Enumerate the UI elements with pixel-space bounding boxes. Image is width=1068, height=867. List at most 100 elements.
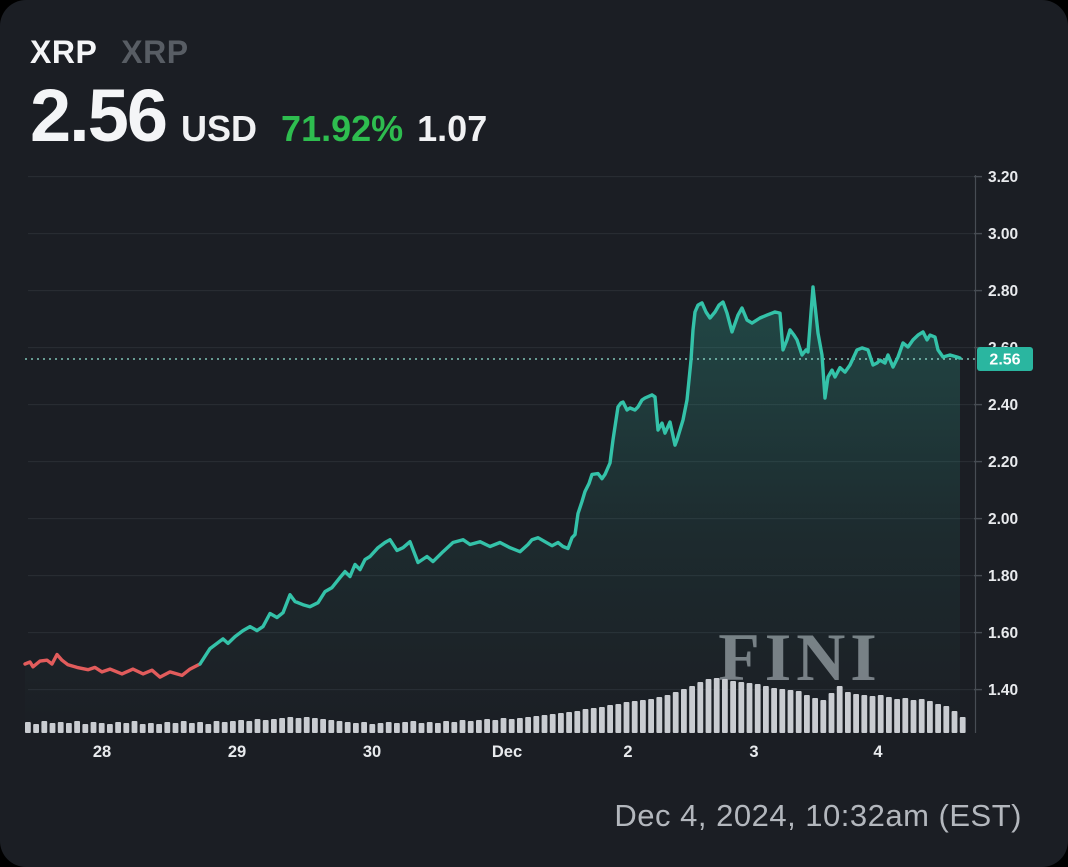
- volume-bar: [828, 693, 835, 733]
- x-axis-labels: 28 29 30 Dec 2 3 4: [93, 743, 884, 761]
- volume-bar: [787, 690, 794, 733]
- volume-bar: [664, 695, 671, 733]
- volume-bar: [910, 700, 917, 733]
- volume-bar: [287, 717, 294, 733]
- volume-bar: [517, 718, 523, 733]
- volume-bar: [107, 724, 113, 733]
- price-line-price_downtrend: [23, 652, 202, 679]
- volume-bar: [49, 723, 56, 733]
- volume-bar: [500, 718, 507, 733]
- volume-bar: [894, 699, 900, 733]
- volume-bar: [549, 714, 556, 733]
- current-price-badge-bg: [977, 347, 1033, 371]
- volume-bar: [730, 681, 736, 733]
- volume-bar: [869, 696, 876, 733]
- volume-bar: [672, 692, 679, 733]
- volume-bar: [697, 682, 704, 733]
- volume-bar: [886, 697, 892, 733]
- volume-bar: [344, 722, 351, 733]
- volume-bar: [402, 722, 408, 733]
- volume-bar: [845, 692, 851, 733]
- y-axis-tick-label: 1.80: [988, 568, 1018, 585]
- price-area-fill: [25, 286, 960, 733]
- current-price-badge: 2.56: [977, 347, 1033, 371]
- volume-bar: [115, 722, 121, 733]
- volume-bar: [385, 722, 392, 733]
- y-axis-tick-label: 3.00: [988, 226, 1018, 243]
- volume-bar: [66, 723, 72, 733]
- volume-bar: [754, 684, 761, 733]
- volume-bar: [328, 720, 335, 733]
- volume-bar: [902, 698, 909, 733]
- volume-bar: [25, 722, 31, 733]
- volume-bar: [566, 712, 572, 733]
- volume-bar: [467, 721, 474, 733]
- volume-bar: [705, 679, 712, 733]
- volume-bar: [230, 721, 236, 733]
- volume-bar: [558, 713, 564, 733]
- volume-bar: [33, 724, 39, 733]
- volume-bar: [861, 695, 868, 733]
- volume-bar: [582, 709, 589, 733]
- volume-bar: [631, 701, 638, 733]
- y-axis-tick-label: 3.20: [988, 169, 1018, 186]
- volume-bar: [771, 688, 777, 733]
- volume-bar: [262, 720, 269, 733]
- x-axis-label: Dec: [492, 743, 522, 761]
- volume-bar: [369, 724, 376, 733]
- volume-bar: [353, 723, 359, 733]
- volume-bar: [640, 700, 646, 733]
- volume-bar: [90, 722, 97, 733]
- y-axis-tick-label: 2.20: [988, 454, 1018, 471]
- volume-bar: [246, 721, 253, 733]
- volume-bar: [877, 695, 884, 733]
- volume-bar: [57, 722, 64, 733]
- volume-bar: [804, 695, 810, 733]
- volume-bar: [361, 722, 367, 733]
- volume-bar: [656, 697, 663, 733]
- volume-bar: [935, 704, 941, 733]
- volume-bar: [271, 719, 277, 733]
- volume-bar: [738, 682, 745, 733]
- asset-symbol: XRP: [30, 34, 98, 70]
- y-axis-tick-label: 2.00: [988, 511, 1018, 528]
- volume-bar: [197, 722, 203, 733]
- volume-bar: [779, 689, 786, 733]
- volume-bar: [394, 723, 400, 733]
- volume-bar: [139, 724, 146, 733]
- volume-bar: [336, 721, 343, 733]
- volume-bar: [918, 699, 925, 733]
- price-row: 2.56 USD 71.92% 1.07: [30, 79, 487, 153]
- x-axis-label: 3: [749, 743, 758, 761]
- volume-bar: [574, 711, 581, 733]
- area-fill-shape: [25, 286, 960, 733]
- volume-bar: [533, 716, 540, 733]
- volume-bar: [418, 723, 425, 733]
- volume-bar: [123, 723, 130, 733]
- volume-bar: [927, 701, 933, 733]
- volume-bar: [156, 724, 162, 733]
- volume-bar: [959, 717, 966, 733]
- volume-bar: [689, 686, 695, 733]
- volume-bar: [435, 723, 441, 733]
- volume-bar: [312, 718, 318, 733]
- volume-bar: [279, 718, 285, 733]
- volume-bar: [172, 723, 179, 733]
- volume-bar: [410, 721, 417, 733]
- volume-bar: [205, 724, 212, 733]
- volume-bar: [541, 715, 548, 733]
- volume-bar: [148, 723, 154, 733]
- chart-timestamp: Dec 4, 2024, 10:32am (EST): [614, 798, 1022, 833]
- volume-bar: [377, 723, 384, 733]
- volume-bar: [74, 721, 80, 733]
- volume-bar: [451, 722, 458, 733]
- y-axis: 3.203.002.802.602.402.202.001.801.601.40: [974, 169, 1018, 733]
- x-axis-label: 29: [228, 743, 246, 761]
- volume-bar: [131, 721, 138, 733]
- volume-bar: [443, 721, 449, 733]
- price-currency: USD: [181, 108, 258, 149]
- x-axis-label: 4: [873, 743, 883, 761]
- volume-bar: [98, 723, 105, 733]
- volume-bar: [82, 724, 89, 733]
